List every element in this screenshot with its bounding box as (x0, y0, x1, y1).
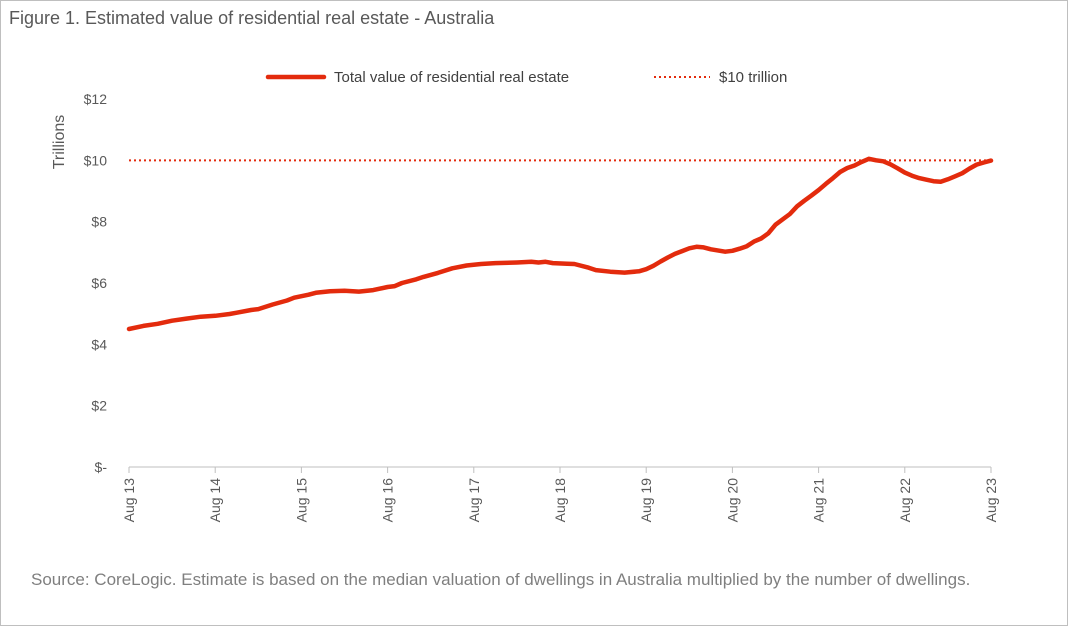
x-tick-label: Aug 20 (724, 478, 740, 523)
x-tick-label: Aug 13 (121, 478, 137, 523)
y-tick-label: $6 (91, 275, 107, 291)
plot-area (126, 156, 994, 332)
x-tick-label: Aug 14 (207, 478, 223, 523)
legend: Total value of residential real estate $… (265, 69, 787, 86)
y-tick-label: $4 (91, 336, 107, 352)
y-axis-ticks: $- $2 $4 $6 $8 $10 $12 (84, 91, 108, 475)
x-tick-label: Aug 23 (983, 478, 999, 523)
x-tick-label: Aug 16 (380, 478, 396, 523)
y-tick-label: $8 (91, 214, 107, 230)
x-tick-label: Aug 15 (293, 478, 309, 523)
x-tick-label: Aug 17 (466, 478, 482, 523)
y-tick-label: $10 (84, 152, 108, 168)
source-note: Source: CoreLogic. Estimate is based on … (31, 570, 971, 589)
x-tick-label: Aug 19 (638, 478, 654, 523)
x-tick-label: Aug 21 (811, 478, 827, 523)
y-tick-label: $- (95, 459, 108, 475)
x-tick-label: Aug 18 (552, 478, 568, 523)
x-axis-ticks: Aug 13 Aug 14 Aug 15 Aug 16 Aug 17 Aug 18 Aug … (121, 467, 999, 522)
legend-label-ten-trillion: $10 trillion (719, 69, 787, 86)
series-total-value-line (126, 156, 994, 332)
legend-label-total-value: Total value of residential real estate (334, 69, 569, 86)
y-tick-label: $12 (84, 91, 108, 107)
y-tick-label: $2 (91, 398, 107, 414)
x-tick-label: Aug 22 (897, 478, 913, 523)
figure-title: Figure 1. Estimated value of residential… (9, 8, 495, 28)
y-axis-title: Trillions (51, 115, 68, 170)
